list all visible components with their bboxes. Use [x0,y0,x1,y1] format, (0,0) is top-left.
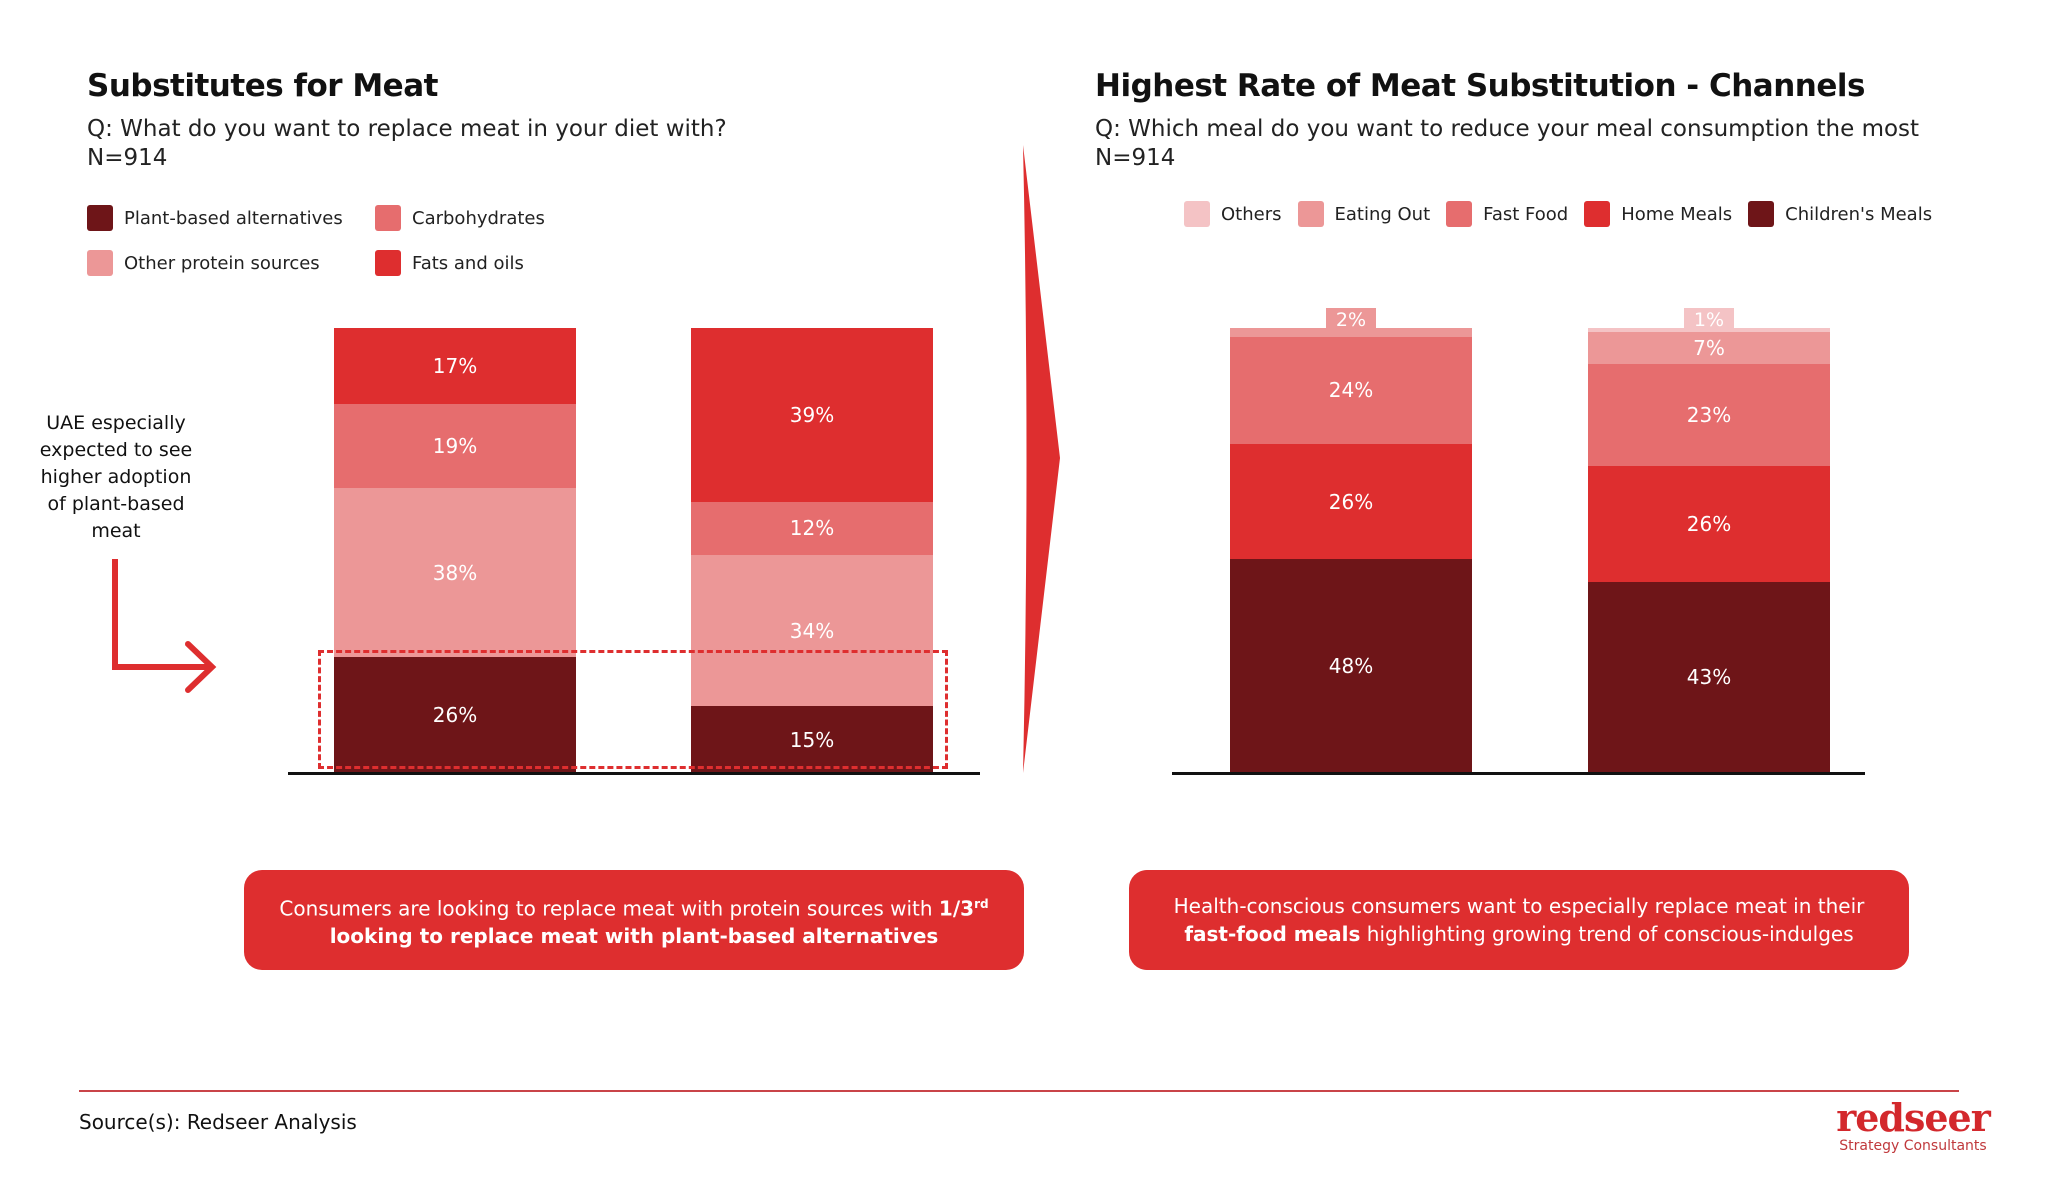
right-question: Q: Which meal do you want to reduce your… [1095,116,1920,142]
footer-divider [79,1090,1959,1092]
data-label: 43% [1686,665,1732,690]
right-x-axis [1172,772,1865,775]
stacked-bar: 15% 34% 12% 39% [691,328,933,773]
data-label: 1% [1684,308,1734,332]
bar-segment: 15% [691,706,933,773]
right-sample-size: N=914 [1095,145,1176,171]
callout-bold: 1/3 [938,896,975,921]
bar-segment: 39% [691,328,933,502]
data-label: 39% [789,402,835,427]
legend-item: Eating Out [1297,201,1431,227]
annotation-line: higher adoption [40,466,192,488]
callout-bold: looking to replace meat with plant-based… [329,924,939,949]
data-label: 26% [1686,511,1732,536]
left-x-axis [288,772,980,775]
data-label: 48% [1328,654,1374,679]
legend-label: Other protein sources [124,252,320,274]
callout-sup: rd [974,896,989,911]
data-label: 15% [789,727,835,752]
legend-label: Fats and oils [412,252,524,274]
right-chart-title: Highest Rate of Meat Substitution - Chan… [1095,68,1865,104]
legend-label: Carbohydrates [412,207,545,229]
legend-item: Children's Meals [1748,201,1932,227]
callout-line: Consumers are looking to replace meat wi… [279,890,988,923]
legend-swatch [87,205,113,231]
legend-item: Fats and oils [375,250,524,276]
bar-segment: 24% [1230,336,1472,444]
legend-label: Children's Meals [1785,203,1933,225]
legend-label: Others [1221,203,1282,225]
bar-segment [1230,328,1472,337]
callout-text: Health-conscious consumers want to espec… [1173,894,1865,918]
legend-item: Fast Food [1446,201,1568,227]
legend-swatch [1446,201,1473,227]
annotation-line: expected to see [39,439,193,461]
arrow-icon [112,559,217,693]
legend-swatch [375,205,401,231]
legend-swatch [1184,201,1210,227]
annotation-line: of plant-based [47,493,185,515]
legend-item: Plant-based alternatives [87,205,343,231]
bar-segment: 7% [1588,332,1830,364]
annotation-line: meat [91,520,141,542]
annotation-line: UAE especially [46,412,186,434]
callout-text: Consumers are looking to replace meat wi… [279,896,939,921]
bar-segment: 26% [1230,443,1472,560]
callout-bold: fast-food meals [1184,922,1361,946]
bar-segment: 23% [1588,363,1830,466]
logo-tagline: Strategy Consultants [1839,1138,1987,1154]
bar-segment: 26% [1588,465,1830,582]
bar-segment: 48% [1230,559,1472,773]
bar-segment: 26% [334,657,576,773]
legend-label: Home Meals [1621,203,1733,225]
left-chart-title: Substitutes for Meat [87,68,438,104]
legend-item: Other protein sources [87,250,320,276]
data-label: 34% [789,618,835,643]
legend-swatch [1297,201,1324,227]
bar-segment: 43% [1588,581,1830,773]
legend-swatch [1584,201,1611,227]
stacked-bar: 26% 38% 19% 17% [334,328,576,773]
divider-chevron-icon [1023,145,1060,773]
legend-swatch [1748,201,1775,227]
bar-segment: 19% [334,403,576,489]
legend-swatch [375,250,401,276]
redseer-logo: redseer Strategy Consultants [1828,1095,1998,1155]
callout-text: highlighting growing trend of conscious-… [1360,922,1854,946]
source-note: Source(s): Redseer Analysis [79,1110,357,1134]
legend-label: Fast Food [1483,203,1569,225]
legend-label: Plant-based alternatives [124,207,343,229]
left-sample-size: N=914 [87,145,168,171]
bar-segment: 17% [334,328,576,404]
left-question: Q: What do you want to replace meat in y… [87,116,727,142]
data-label: 17% [432,353,478,378]
data-label: 12% [789,516,835,541]
data-label: 26% [432,703,478,728]
legend-label: Eating Out [1334,203,1431,225]
legend-item: Home Meals [1584,201,1732,227]
callout-line: fast-food meals highlighting growing tre… [1184,920,1853,948]
bar-segment: 38% [334,488,576,658]
annotation-text: UAE especially expected to see higher ad… [26,410,206,545]
data-label: 38% [432,560,478,585]
legend-item: Carbohydrates [375,205,545,231]
data-label: 24% [1328,378,1374,403]
right-callout: Health-conscious consumers want to espec… [1129,870,1909,970]
data-label: 26% [1328,489,1374,514]
legend-item: Others [1184,201,1282,227]
highlight-box [318,650,948,769]
bar-segment: 12% [691,501,933,555]
left-callout: Consumers are looking to replace meat wi… [244,870,1024,970]
data-label: 2% [1326,308,1376,332]
data-label: 23% [1686,402,1732,427]
right-legend: Others Eating Out Fast Food Home Meals C… [1184,201,1932,227]
stacked-bar: 43% 26% 23% 7% 1% [1588,308,1830,773]
data-label: 19% [432,433,478,458]
stacked-bar: 48% 26% 24% 2% [1230,308,1472,773]
logo-wordmark: redseer [1836,1095,1991,1140]
bar-segment: 34% [691,554,933,707]
legend-swatch [87,250,113,276]
data-label: 7% [1693,336,1725,361]
